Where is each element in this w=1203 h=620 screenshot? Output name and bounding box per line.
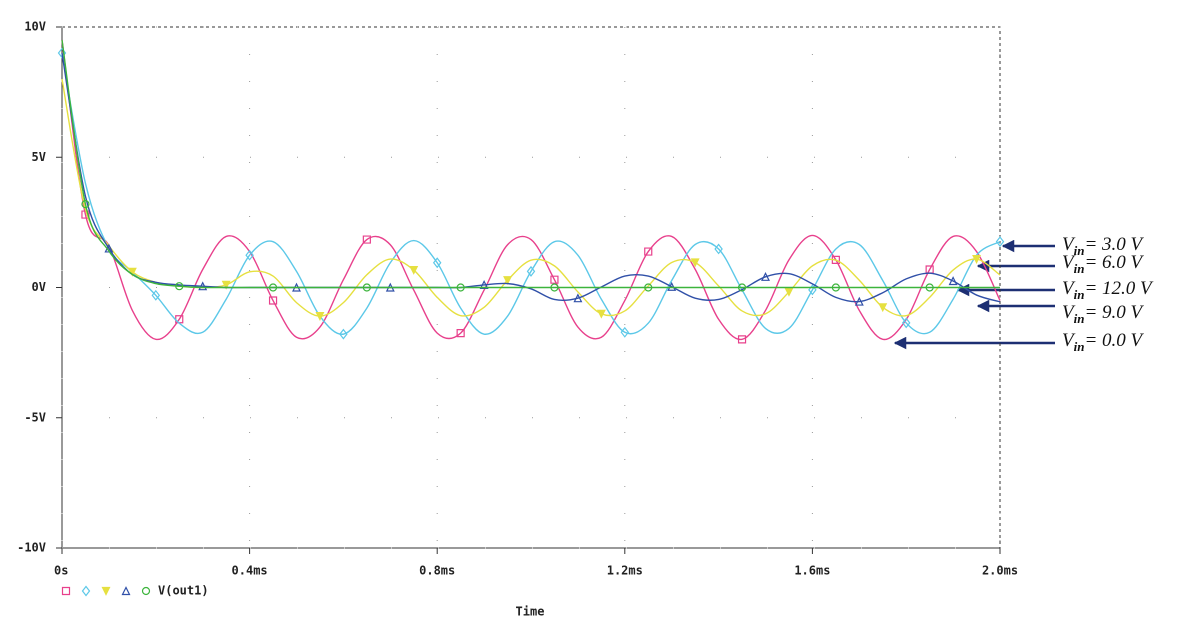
series-line [62, 79, 1000, 316]
x-tick-label: 0.4ms [232, 564, 268, 578]
legend-symbol [63, 588, 70, 595]
x-tick-label: 0s [54, 564, 68, 578]
x-tick-label: 0.8ms [419, 564, 455, 578]
legend-symbol [143, 588, 150, 595]
annotation-part: in [1074, 243, 1085, 258]
x-tick-label: 1.6ms [794, 564, 830, 578]
data-point [598, 310, 605, 317]
annotation-part: in [1074, 287, 1085, 302]
annotation: Vin= 9.0 V [1062, 302, 1145, 326]
annotation: Vin= 12.0 V [1062, 278, 1154, 302]
annotation: Vin= 0.0 V [1062, 330, 1145, 354]
legend-symbol [103, 588, 110, 595]
legend-label: V(out1) [158, 584, 209, 598]
annotation-part: = 6.0 V [1084, 252, 1144, 273]
annotation-part: = 0.0 V [1084, 330, 1144, 351]
annotation-part: in [1074, 261, 1085, 276]
annotation-part: = 9.0 V [1084, 302, 1144, 323]
series-line [62, 40, 1000, 339]
x-axis-label: Time [516, 605, 545, 619]
y-tick-label: 0V [32, 280, 46, 294]
series-line [62, 53, 1000, 334]
x-tick-label: 1.2ms [607, 564, 643, 578]
legend-symbol [83, 587, 90, 596]
x-tick-label: 2.0ms [982, 564, 1018, 578]
y-tick-label: -5V [24, 410, 46, 424]
y-tick-label: -10V [17, 541, 46, 555]
chart: Time Vin= 3.0 VVin= 6.0 VVin= 12.0 VVin=… [0, 0, 1203, 620]
series-line [62, 53, 1000, 302]
legend-symbol [123, 588, 130, 595]
y-tick-label: 5V [32, 150, 46, 164]
annotation-part: in [1074, 311, 1085, 326]
y-tick-label: 10V [24, 20, 46, 34]
annotation-part: in [1074, 339, 1085, 354]
annotation-part: = 12.0 V [1084, 278, 1154, 299]
series-line [62, 40, 1000, 288]
